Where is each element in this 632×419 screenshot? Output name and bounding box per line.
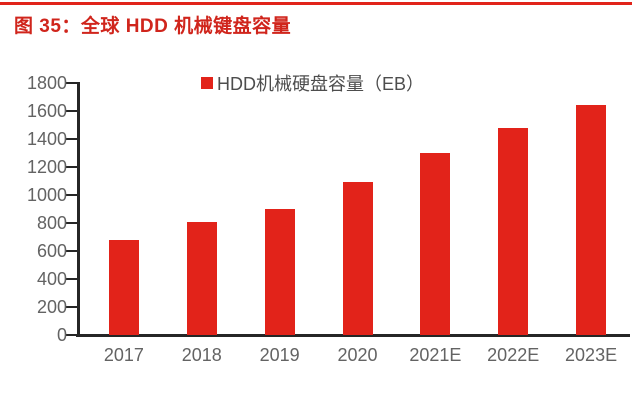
bar-2022E — [498, 127, 529, 335]
x-tick-label-2018: 2018 — [181, 345, 222, 365]
bar-2021E — [420, 153, 451, 335]
x-tick-label-2021E: 2021E — [409, 345, 462, 365]
chart-legend: HDD机械硬盘容量（EB） — [201, 70, 424, 96]
y-tick-label-800: 800 — [36, 213, 67, 233]
y-tick-label-600: 600 — [36, 241, 67, 261]
y-tick-0 — [66, 333, 78, 336]
x-axis-line — [76, 334, 630, 337]
y-tick-label-1600: 1600 — [26, 101, 67, 121]
y-tick-label-1400: 1400 — [26, 129, 67, 149]
x-tick-label-2020: 2020 — [337, 345, 378, 365]
y-tick-800 — [66, 221, 78, 224]
y-axis-line — [77, 82, 80, 337]
x-tick-label-2019: 2019 — [259, 345, 300, 365]
y-tick-1800 — [66, 81, 78, 84]
y-tick-1000 — [66, 193, 78, 196]
y-tick-label-1000: 1000 — [26, 185, 67, 205]
y-tick-label-400: 400 — [36, 269, 67, 289]
legend-marker-icon — [201, 77, 213, 89]
y-tick-label-200: 200 — [36, 297, 67, 317]
y-tick-600 — [66, 249, 78, 252]
legend-label: HDD机械硬盘容量（EB） — [217, 74, 425, 94]
y-tick-400 — [66, 277, 78, 280]
y-tick-label-1200: 1200 — [26, 157, 67, 177]
x-tick-label-2022E: 2022E — [487, 345, 540, 365]
bar-2018 — [186, 221, 217, 335]
x-tick-label-2017: 2017 — [103, 345, 144, 365]
bar-2019 — [264, 209, 295, 335]
y-tick-label-1800: 1800 — [26, 73, 67, 93]
y-tick-1200 — [66, 165, 78, 168]
top-rule-divider — [0, 2, 632, 5]
bar-2017 — [108, 239, 139, 335]
bar-2020 — [342, 182, 373, 335]
y-tick-1600 — [66, 109, 78, 112]
figure-title: 图 35：全球 HDD 机械键盘容量 — [14, 16, 292, 37]
y-tick-200 — [66, 305, 78, 308]
y-tick-1400 — [66, 137, 78, 140]
y-tick-label-0: 0 — [56, 325, 67, 345]
bar-2023E — [576, 105, 607, 335]
x-tick-label-2023E: 2023E — [565, 345, 618, 365]
